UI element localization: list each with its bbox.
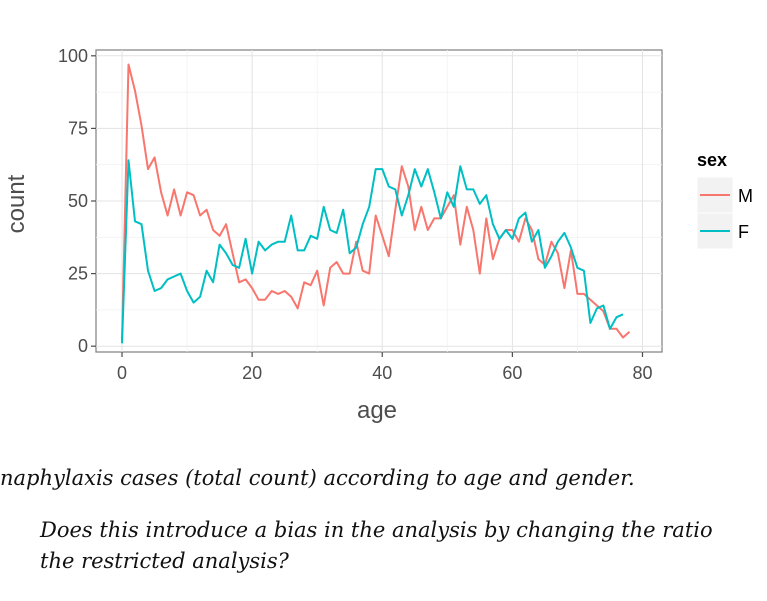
legend-title: sex	[697, 150, 727, 170]
x-axis-label: age	[357, 397, 397, 424]
x-tick-label: 40	[372, 363, 392, 383]
y-tick-label: 0	[78, 336, 88, 356]
x-tick-label: 80	[632, 363, 652, 383]
x-tick-label: 60	[502, 363, 522, 383]
question-line-1: Does this introduce a bias in the analys…	[40, 518, 713, 542]
y-tick-label: 50	[68, 191, 88, 211]
x-tick-label: 0	[117, 363, 127, 383]
legend-label-M: M	[738, 186, 753, 206]
figure-caption: naphylaxis cases (total count) according…	[0, 466, 635, 490]
gridlines	[96, 50, 662, 352]
legend-label-F: F	[738, 222, 749, 242]
series-line-F	[121, 159, 624, 344]
axes: 0 20 40 60 80 0 25 50 75 100	[58, 46, 653, 383]
legend: sex MF	[696, 150, 753, 250]
line-chart: 0 20 40 60 80 0 25 50 75 100 age count sex MF	[3, 46, 753, 424]
y-tick-label: 25	[68, 264, 88, 284]
question-text: Does this introduce a bias in the analys…	[40, 515, 713, 577]
x-tick-label: 20	[242, 363, 262, 383]
y-tick-label: 75	[68, 118, 88, 138]
y-tick-label: 100	[58, 46, 88, 66]
y-axis-label: count	[3, 174, 30, 233]
series-lines	[121, 63, 631, 344]
question-line-2: the restricted analysis?	[40, 549, 289, 573]
